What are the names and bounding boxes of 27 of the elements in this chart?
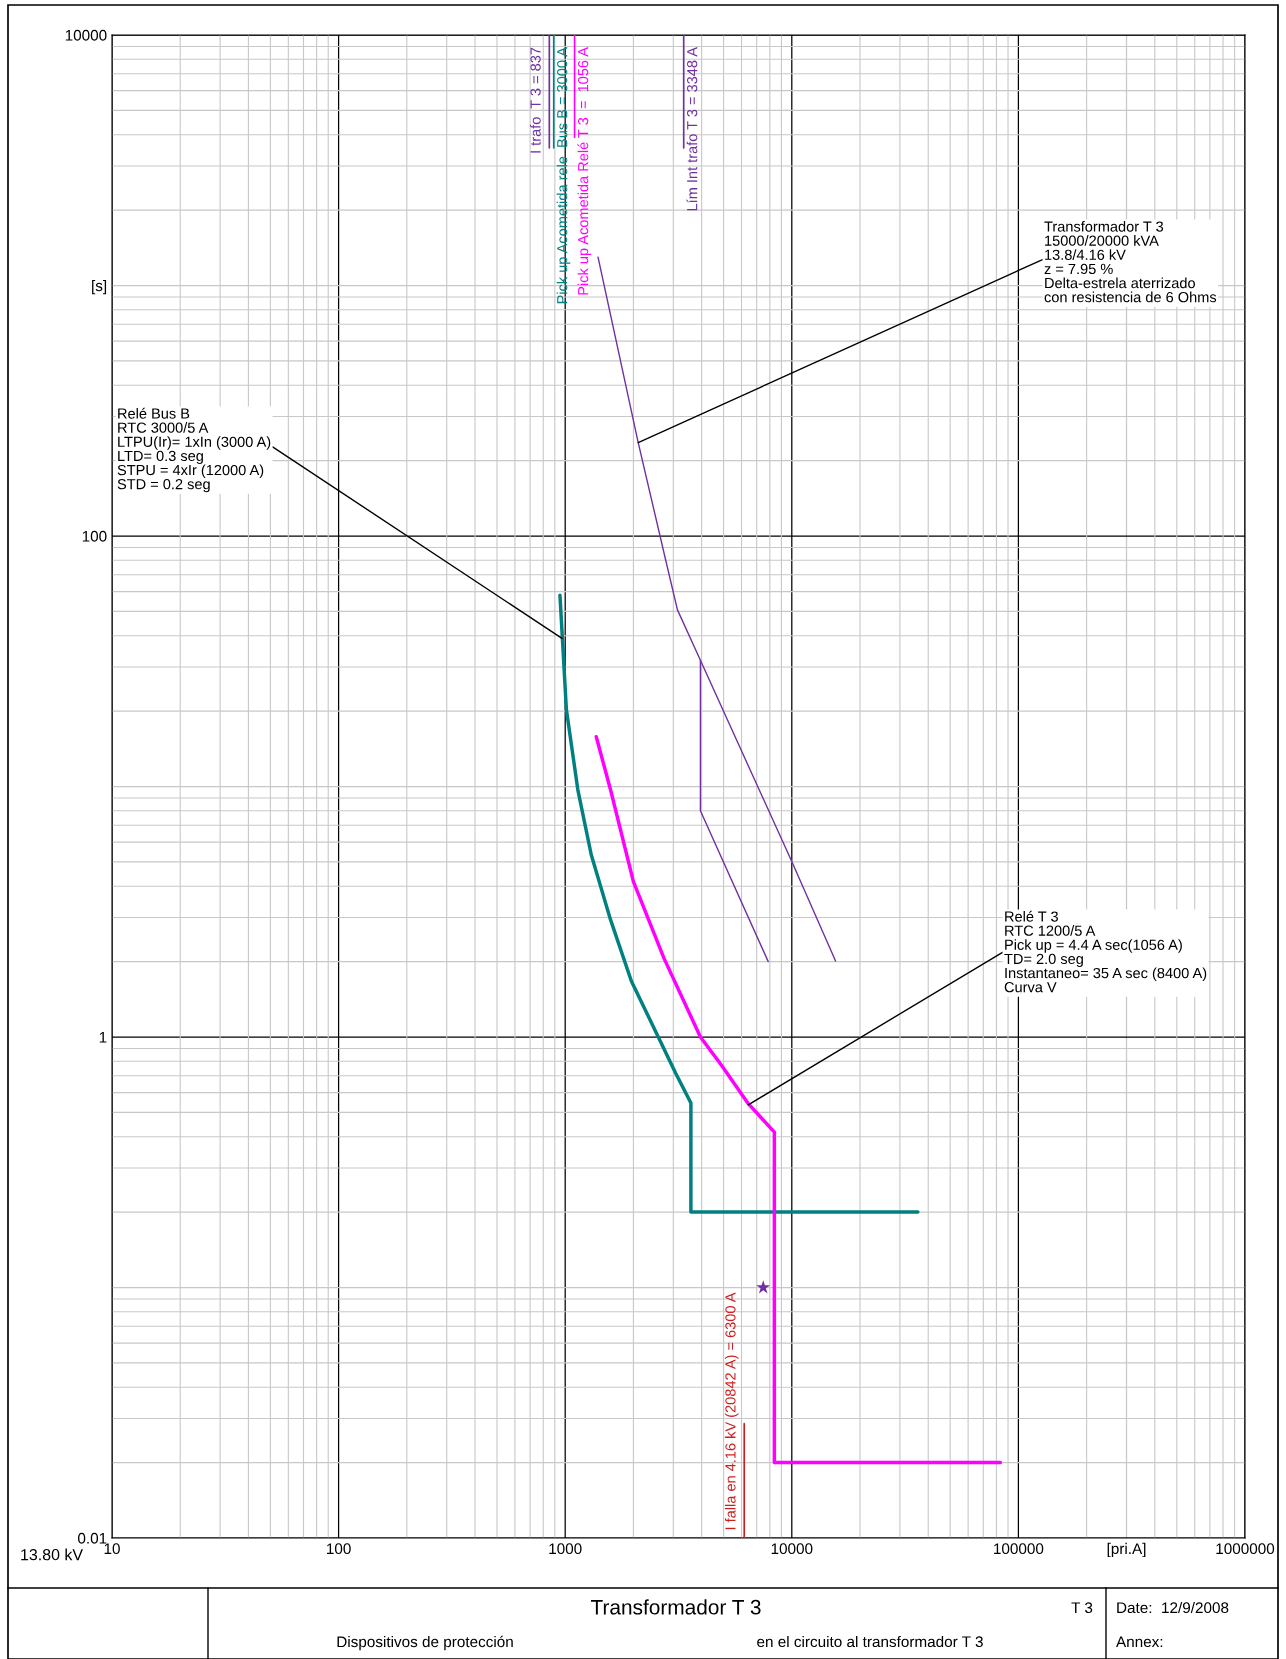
y-tick-label: 100: [82, 530, 107, 542]
annotation: Relé Bus B RTC 3000/5 A LTPU(Ir)= 1xIn (3000 A) LTD= 0.3 seg STPU = 4xIr (12000 A) STD = 0.2 seg: [117, 407, 271, 493]
y-tick-label: 0.01: [78, 1532, 107, 1544]
y-tick-label: 1: [99, 1032, 107, 1043]
x-tick-label: 10000: [771, 1543, 813, 1555]
text: Transformador T 3: [590, 1599, 761, 1615]
y-tick-label: 10000: [65, 29, 107, 41]
x-tick-label: 1000000: [1216, 1543, 1275, 1555]
text: en el circuito al transformador T 3: [757, 1635, 983, 1648]
text: Lím Int trafo T 3 = 3348 A: [686, 47, 698, 211]
x-tick-label: 100000: [994, 1543, 1044, 1555]
x-tick-label: 100: [327, 1543, 351, 1555]
text: Pick up Acometida Relé T 3 = 1056 A: [577, 47, 592, 295]
text: Dispositivos de protección: [337, 1635, 513, 1651]
text: 13.80 kV: [21, 1548, 83, 1561]
text: T 3: [1071, 1602, 1093, 1614]
x-tick-label: [pri.A]: [1107, 1542, 1146, 1558]
y-tick-label: [s]: [92, 279, 107, 295]
text: I falla en 4.16 kV (20842 A) = 6300 A: [724, 1292, 739, 1530]
annotation: Transformador T 3 15000/20000 kVA 13.8/4.16 kV z = 7.95 % Delta-estrela aterrizado con resistencia de 6 Ohms: [1044, 221, 1217, 303]
text: I trafo T 3 = 837: [530, 47, 541, 153]
text: Pick up Acometida rele Bus B = 3000 A: [556, 47, 571, 304]
text: Annex:: [1116, 1636, 1163, 1648]
text: Date: 12/9/2008: [1117, 1601, 1229, 1614]
x-tick-label: 1000: [549, 1543, 582, 1555]
x-tick-label: 10: [104, 1543, 120, 1555]
annotation: Relé T 3 RTC 1200/5 A Pick up = 4.4 A sec(1056 A) TD= 2.0 seg Instantaneo= 35 A sec (8400 A) Curva V: [1004, 910, 1207, 993]
